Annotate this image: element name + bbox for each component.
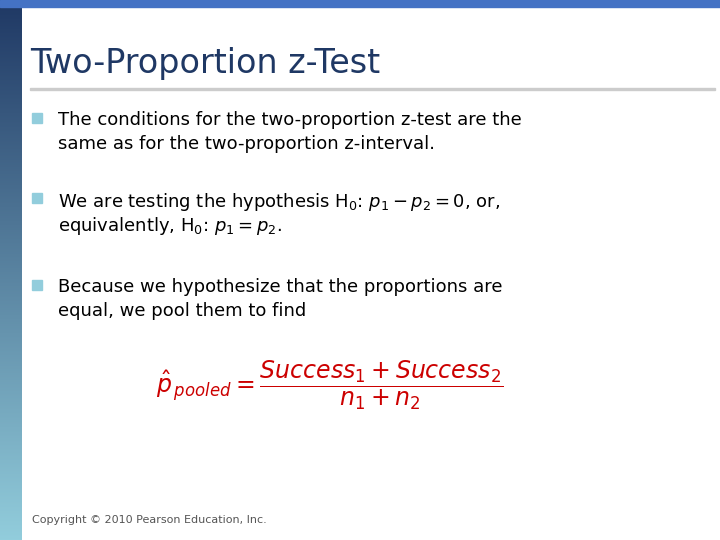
Bar xyxy=(30,88,715,90)
Text: equivalently, $\mathregular{H_0}$: $\mathit{p}_1 = \mathit{p}_2$.: equivalently, $\mathregular{H_0}$: $\mat… xyxy=(58,215,282,237)
Text: Copyright © 2010 Pearson Education, Inc.: Copyright © 2010 Pearson Education, Inc. xyxy=(32,515,266,525)
Bar xyxy=(32,113,42,123)
Bar xyxy=(32,193,42,203)
Bar xyxy=(0,0,720,7)
Bar xyxy=(32,280,42,290)
Text: same as for the two-proportion z-interval.: same as for the two-proportion z-interva… xyxy=(58,135,435,153)
Text: The conditions for the two-proportion z-test are the: The conditions for the two-proportion z-… xyxy=(58,111,522,129)
Text: Because we hypothesize that the proportions are: Because we hypothesize that the proporti… xyxy=(58,278,503,296)
Text: Two-Proportion z-Test: Two-Proportion z-Test xyxy=(30,47,380,80)
Text: We are testing the hypothesis $\mathregular{H_0}$: $\mathit{p}_1 - \mathit{p}_2 : We are testing the hypothesis $\mathregu… xyxy=(58,191,500,213)
Text: equal, we pool them to find: equal, we pool them to find xyxy=(58,302,306,320)
Text: $\hat{p}_{\,pooled} = \dfrac{\mathit{Success}_1 + \mathit{Success}_2}{\mathit{n}: $\hat{p}_{\,pooled} = \dfrac{\mathit{Suc… xyxy=(156,358,504,412)
